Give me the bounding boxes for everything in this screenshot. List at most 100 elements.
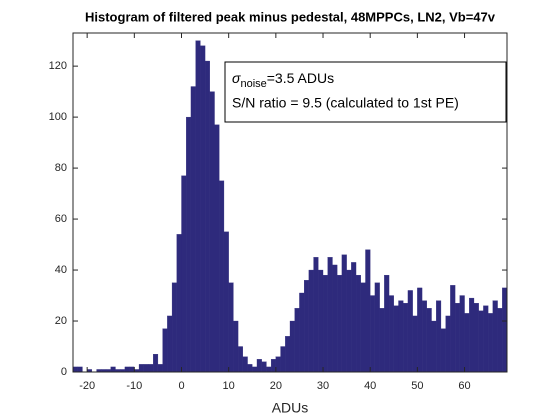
bar	[403, 303, 409, 373]
bar	[256, 359, 262, 373]
bar	[332, 264, 338, 373]
bar	[436, 300, 442, 373]
bar	[153, 354, 159, 373]
y-tick-label: 0	[61, 366, 67, 378]
bar	[384, 274, 390, 373]
bar	[365, 249, 371, 373]
bar	[157, 364, 163, 373]
x-tick-label: -10	[126, 380, 142, 392]
bar	[459, 295, 465, 373]
bar	[473, 303, 479, 373]
bar	[478, 310, 484, 373]
bar	[454, 303, 460, 373]
bar	[445, 315, 451, 373]
bar	[346, 269, 352, 373]
bar	[469, 297, 475, 373]
x-tick-label: 60	[458, 380, 470, 392]
bar	[270, 359, 276, 373]
bar	[370, 295, 376, 373]
bar	[214, 124, 220, 373]
bar	[171, 282, 177, 373]
x-tick-label: 0	[178, 380, 184, 392]
bar	[266, 366, 272, 373]
bar	[398, 300, 404, 373]
y-tick-label: 80	[55, 162, 67, 174]
bar	[294, 308, 300, 373]
y-tick-label: 20	[55, 315, 67, 327]
bar	[242, 356, 248, 373]
bar	[124, 366, 130, 373]
bar	[237, 346, 243, 373]
bar	[167, 315, 173, 373]
bar	[228, 282, 234, 373]
bar	[190, 86, 196, 373]
bar	[393, 305, 399, 373]
bar	[407, 290, 413, 373]
y-tick-label: 40	[55, 264, 67, 276]
annotation: σnoise=3.5 ADUs	[232, 70, 334, 90]
bar	[450, 285, 456, 373]
bar	[176, 234, 182, 373]
bar	[431, 320, 437, 373]
y-tick-label: 100	[49, 111, 67, 123]
bar	[195, 40, 201, 373]
bar	[77, 366, 83, 373]
annotation-2: S/N ratio = 9.5 (calculated to 1st PE)	[232, 95, 459, 111]
x-tick-label: 20	[270, 380, 282, 392]
x-tick-label: 50	[411, 380, 423, 392]
bar	[464, 313, 470, 373]
bar	[285, 336, 291, 373]
x-tick-label: -20	[79, 380, 95, 392]
bar	[252, 366, 258, 373]
bar	[148, 364, 154, 373]
x-tick-label: 10	[223, 380, 235, 392]
bar	[308, 269, 314, 373]
annotation-box	[224, 61, 507, 123]
bar	[421, 300, 427, 373]
bar	[247, 364, 253, 373]
bar	[233, 320, 239, 373]
bar	[337, 274, 343, 373]
bar	[412, 315, 418, 373]
bar	[261, 361, 267, 373]
bar	[497, 308, 503, 373]
bar	[341, 254, 347, 373]
bar	[379, 308, 385, 373]
bar	[417, 287, 423, 373]
bar	[162, 328, 168, 373]
bar	[318, 269, 324, 373]
bar	[200, 45, 206, 373]
bar	[204, 60, 210, 373]
bar	[426, 308, 432, 373]
y-tick-label: 60	[55, 213, 67, 225]
bar	[502, 287, 508, 373]
bar	[275, 356, 281, 373]
bar	[440, 328, 446, 373]
bar	[223, 231, 229, 373]
chart-title: Histogram of filtered peak minus pedesta…	[85, 9, 496, 24]
sigma: σ	[232, 70, 241, 86]
bar	[110, 366, 116, 373]
bar	[492, 300, 498, 373]
bar	[487, 313, 493, 373]
bar	[313, 257, 319, 373]
bar	[388, 295, 394, 373]
bar	[143, 364, 149, 373]
bar	[289, 320, 295, 373]
bar	[374, 282, 380, 373]
bar	[322, 274, 328, 373]
bar	[186, 116, 192, 373]
bar	[72, 366, 78, 373]
bar	[181, 175, 187, 373]
bar	[138, 364, 144, 373]
x-tick-label: 30	[317, 380, 329, 392]
bar	[360, 282, 366, 373]
bar	[209, 91, 215, 373]
y-tick-label: 120	[49, 60, 67, 72]
annotation-text: =3.5 ADUs	[267, 70, 334, 86]
bar	[304, 280, 310, 373]
bar	[280, 346, 286, 373]
axes-box	[72, 32, 508, 373]
bar	[299, 292, 305, 373]
